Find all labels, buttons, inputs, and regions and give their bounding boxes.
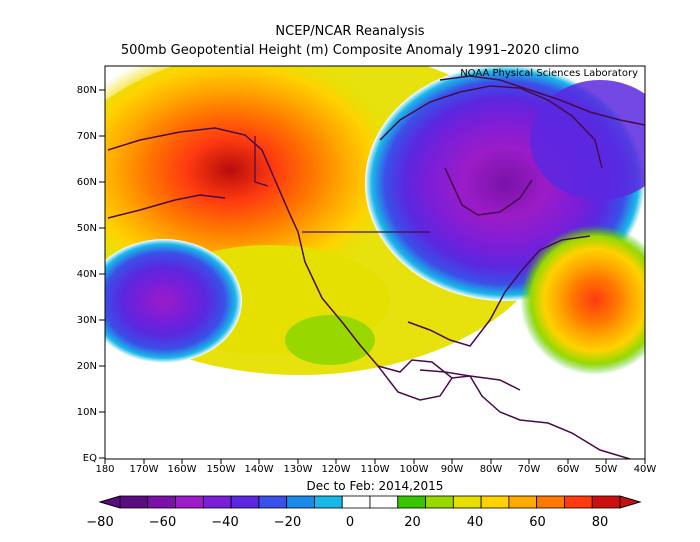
colorbar-tick-label: 60 — [529, 515, 546, 530]
colorbar-cell — [175, 495, 204, 509]
lon-label-70w: 70W — [518, 464, 541, 475]
colorbar-cell — [147, 495, 176, 509]
lon-label-150w: 150W — [207, 464, 236, 475]
chart-title-line1: NCEP/NCAR Reanalysis — [275, 24, 425, 39]
lat-label-10n: 10N — [77, 407, 97, 418]
colorbar-tick-label: −40 — [211, 515, 238, 530]
credit-label: NOAA Physical Sciences Laboratory — [460, 68, 638, 79]
colorbar-cell — [369, 495, 399, 509]
lat-label-20n: 20N — [77, 361, 97, 372]
lon-label-60w: 60W — [557, 464, 580, 475]
lat-label-50n: 50N — [77, 223, 97, 234]
colorbar-cell — [258, 495, 288, 509]
colorbar-cell — [536, 495, 565, 509]
lon-label-50w: 50W — [595, 464, 618, 475]
lon-label-40w: 40W — [634, 464, 657, 475]
lon-label-80w: 80W — [480, 464, 503, 475]
colorbar-max-arrow — [619, 495, 642, 509]
lon-label-170w: 170W — [130, 464, 159, 475]
latitude-axis: 80N 70N 60N 50N 40N 30N 20N 10N EQ — [77, 85, 105, 464]
lat-label-30n: 30N — [77, 315, 97, 326]
coastlines — [107, 75, 645, 459]
colorbar-cell — [341, 495, 371, 509]
colorbar-tick-label: 20 — [404, 515, 421, 530]
lon-label-160w: 160W — [168, 464, 197, 475]
lon-label-110w: 110W — [361, 464, 390, 475]
colorbar-cell — [202, 495, 232, 509]
colorbar-cell — [508, 495, 538, 509]
period-label: Dec to Feb: 2014,2015 — [307, 479, 444, 493]
longitude-axis: 180 170W 160W 150W 140W 130W 120W 110W 1… — [95, 459, 656, 475]
colorbar-cell — [425, 495, 454, 509]
colorbar-cell — [480, 495, 510, 509]
lon-label-100w: 100W — [400, 464, 429, 475]
colorbar-min-arrow — [98, 495, 121, 509]
colorbar-tick-label: −60 — [149, 515, 176, 530]
colorbar-cell — [119, 495, 149, 509]
colorbar-cell — [397, 495, 426, 509]
colorbar-cell — [452, 495, 482, 509]
lat-label-70n: 70N — [77, 131, 97, 142]
colorbar-tick-label: 80 — [592, 515, 609, 530]
anomaly-field — [105, 66, 645, 459]
lon-label-90w: 90W — [441, 464, 464, 475]
chart-title-line2: 500mb Geopotential Height (m) Composite … — [120, 43, 580, 58]
lon-label-130w: 130W — [284, 464, 313, 475]
lat-label-eq: EQ — [83, 453, 97, 464]
colorbar-cell — [314, 495, 343, 509]
colorbar-cell — [564, 495, 593, 509]
colorbar-cell — [286, 495, 315, 509]
colorbar-cell — [230, 495, 260, 509]
colorbar-tick-label: 40 — [467, 515, 484, 530]
lon-label-120w: 120W — [322, 464, 351, 475]
lat-label-40n: 40N — [77, 269, 97, 280]
political-borders — [254, 136, 430, 233]
colorbar: −80 −60 −40 −20 0 20 40 60 80 — [86, 495, 642, 530]
colorbar-tick-label: −80 — [86, 515, 113, 530]
colorbar-tick-label: −20 — [274, 515, 301, 530]
lon-label-140w: 140W — [245, 464, 274, 475]
lat-label-60n: 60N — [77, 177, 97, 188]
colorbar-tick-label: 0 — [346, 515, 354, 530]
lon-label-180: 180 — [95, 464, 114, 475]
colorbar-cell — [591, 495, 621, 509]
lat-label-80n: 80N — [77, 85, 97, 96]
